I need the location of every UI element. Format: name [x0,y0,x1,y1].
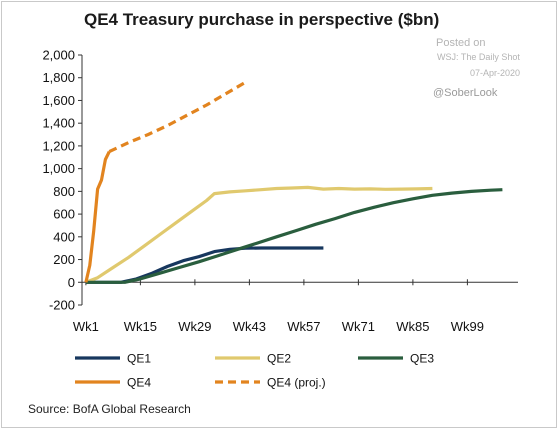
chart-title: QE4 Treasury purchase in perspective ($b… [84,10,440,29]
x-tick-label: Wk15 [124,319,157,334]
legend: QE1 QE2 QE3 QE4 QE4 (proj.) [75,352,434,390]
legend-label-qe1: QE1 [127,352,151,366]
y-tick-label: 1,200 [42,138,75,153]
y-tick-label: 1,600 [42,93,75,108]
y-tick-label: 0 [68,275,75,290]
y-tick-label: -200 [49,298,75,313]
y-tick-label: 2,000 [42,48,75,63]
y-tick-label: 200 [53,252,75,267]
series-line-qe3 [85,188,503,284]
source-note: Source: BofA Global Research [28,402,191,416]
x-tick-label: Wk43 [233,319,266,334]
x-tick-label: Wk85 [396,319,429,334]
legend-label-qe3: QE3 [410,352,434,366]
x-tick-label: Wk1 [73,319,99,334]
series-line-qe1 [85,246,324,284]
y-tick-label: 1,400 [42,116,75,131]
watermark-handle: @SoberLook [433,87,498,99]
legend-label-qe4-proj: QE4 (proj.) [267,376,326,390]
legend-label-qe2: QE2 [267,352,291,366]
series-line-qe4-proj [108,80,247,154]
x-tick-label: Wk29 [178,319,211,334]
x-tick-label: Wk71 [342,319,375,334]
y-tick-label: 1,000 [42,161,75,176]
series-line-qe4 [84,150,111,283]
watermark-outlet: WSJ: The Daily Shot [437,52,520,62]
x-tick-label: Wk57 [287,319,320,334]
series-lines [84,80,503,284]
watermark-posted: Posted on [436,37,486,49]
y-tick-label: 800 [53,184,75,199]
axes: -200 0 200 400 600 800 1,000 1,200 1,400 1,600 1,8… [42,48,518,334]
y-tick-label: 1,800 [42,70,75,85]
y-tick-label: 400 [53,229,75,244]
legend-label-qe4: QE4 [127,376,151,390]
y-tick-label: 600 [53,207,75,222]
series-line-qe2 [85,185,433,284]
watermark-date: 07-Apr-2020 [470,68,521,78]
x-tick-label: Wk99 [451,319,484,334]
